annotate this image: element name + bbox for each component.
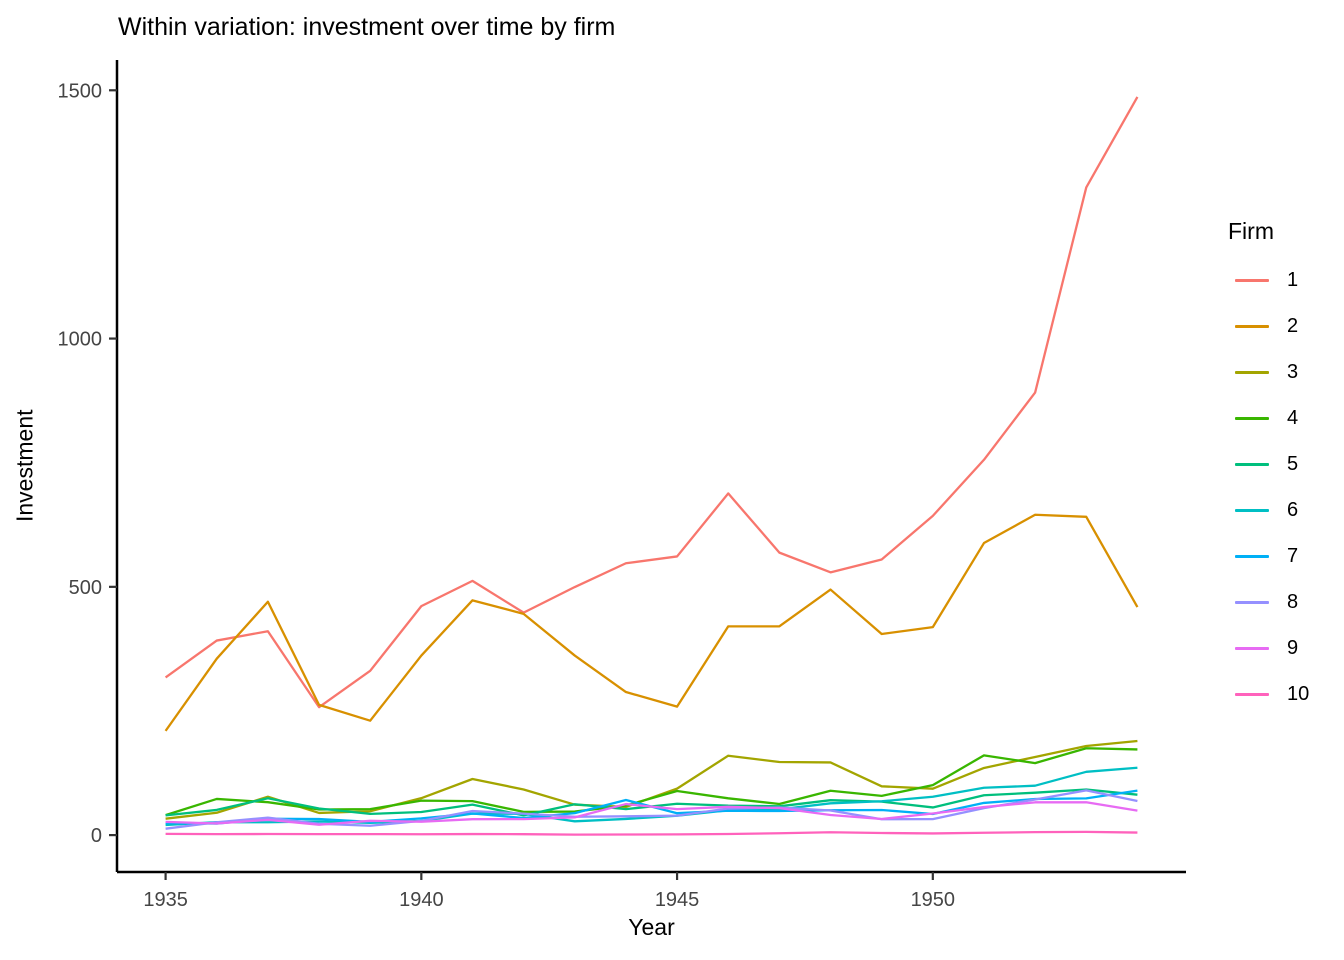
legend-item-label: 6: [1287, 498, 1299, 521]
legend-item-label: 10: [1287, 682, 1310, 705]
legend-item: 2: [1228, 303, 1309, 349]
legend-key-line: [1235, 646, 1269, 650]
series-line-firm-4: [165, 747, 1138, 817]
y-tick-label: 500: [69, 577, 102, 599]
y-tick-label: 1000: [58, 329, 103, 351]
legend-item-label: 7: [1287, 544, 1299, 567]
legend: Firm 1 2 3 4 5 6 7 8 9 10: [1228, 218, 1309, 717]
legend-key-line: [1235, 554, 1269, 558]
legend-item: 3: [1228, 349, 1309, 395]
x-tick-label: 1940: [399, 889, 444, 911]
legend-item: 6: [1228, 487, 1309, 533]
legend-item: 4: [1228, 395, 1309, 441]
legend-item: 5: [1228, 441, 1309, 487]
legend-item: 9: [1228, 625, 1309, 671]
x-tick-label: 1935: [143, 889, 188, 911]
legend-item: 8: [1228, 579, 1309, 625]
legend-key-line: [1235, 508, 1269, 512]
x-tick-label: 1945: [655, 889, 700, 911]
legend-item: 1: [1228, 257, 1309, 303]
legend-item-label: 9: [1287, 636, 1299, 659]
y-tick-label: 1500: [58, 80, 103, 102]
series-line-firm-9: [165, 801, 1138, 826]
legend-item-label: 1: [1287, 268, 1299, 291]
legend-item: 10: [1228, 671, 1309, 717]
series-line-firm-6: [165, 766, 1138, 827]
legend-key-line: [1235, 692, 1269, 696]
legend-item-label: 4: [1287, 406, 1299, 429]
legend-key-line: [1235, 324, 1269, 328]
legend-item: 7: [1228, 533, 1309, 579]
series-line-firm-1: [164, 96, 1139, 709]
chart-title: Within variation: investment over time b…: [118, 13, 616, 41]
legend-key-line: [1235, 370, 1269, 374]
legend-title: Firm: [1228, 218, 1274, 244]
series-line-firm-10: [165, 830, 1138, 836]
legend-item-label: 5: [1287, 452, 1299, 475]
legend-key-line: [1235, 462, 1269, 466]
series-line-firm-2: [164, 513, 1139, 732]
legend-item-label: 3: [1287, 360, 1299, 383]
legend-item-label: 2: [1287, 314, 1299, 337]
legend-item-label: 8: [1287, 590, 1299, 613]
x-axis-title: Year: [628, 914, 675, 940]
legend-key-line: [1235, 416, 1269, 420]
x-tick-label: 1950: [911, 889, 956, 911]
legend-key-line: [1235, 600, 1269, 604]
legend-key-line: [1235, 278, 1269, 282]
y-tick-label: 0: [91, 825, 102, 847]
legend-items: 1 2 3 4 5 6 7 8 9 10: [1228, 257, 1309, 717]
